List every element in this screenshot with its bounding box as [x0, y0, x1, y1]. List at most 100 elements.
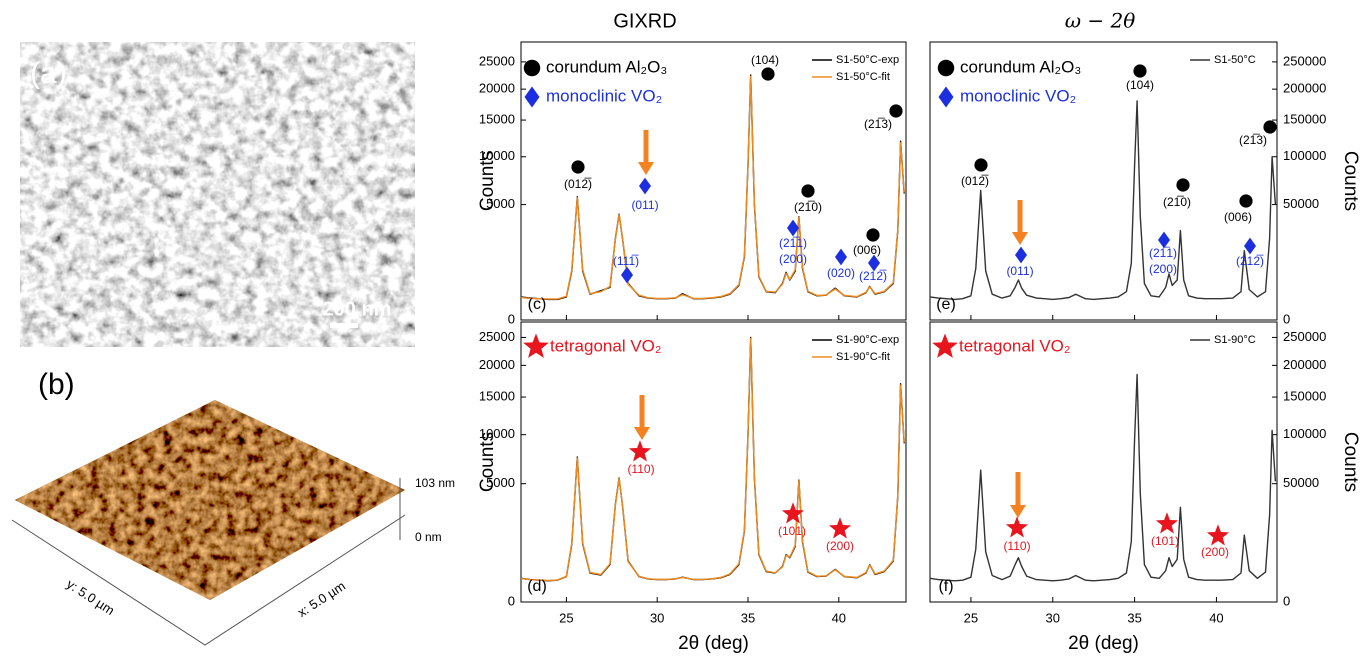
panel-label: (d): [527, 578, 547, 595]
legend-label: S1-50°C: [1214, 54, 1256, 66]
y-tick-label: 150000: [1283, 112, 1326, 127]
afm-texture: [15, 400, 405, 600]
y-tick-label: 10000: [479, 148, 515, 163]
panel-label: (e): [936, 296, 956, 313]
y-tick-label: 150000: [1283, 388, 1326, 403]
marker: [974, 158, 988, 172]
marker: [889, 104, 903, 118]
marker: [1158, 231, 1170, 249]
y-tick-label: 200000: [1283, 357, 1326, 372]
y-axis-label: Counts: [477, 432, 498, 492]
peak-label: (110): [1003, 539, 1030, 553]
scale-bar-label: 200 nm: [323, 298, 392, 320]
marker: [639, 177, 651, 195]
y-tick-label: 250000: [1283, 53, 1326, 68]
marker: [1176, 178, 1190, 192]
legend-label: S1-90°C: [1214, 334, 1256, 346]
arrow-head: [1010, 505, 1026, 518]
marker: [1015, 246, 1027, 264]
peak-label: (21̅1): [779, 236, 807, 250]
peak-label: (200): [1149, 262, 1177, 276]
peak-label: (011): [1006, 264, 1033, 278]
y-tick-label: 100000: [1283, 148, 1326, 163]
plot-frame: [929, 321, 1278, 603]
phase-legend-label: tetragonal VO₂: [959, 336, 1071, 355]
x-axis-label: 2θ (deg): [678, 633, 749, 654]
plot-frame: [520, 321, 907, 603]
marker: [932, 333, 958, 358]
marker: [835, 248, 847, 266]
peak-label: (21̅3): [1239, 133, 1267, 147]
marker: [866, 228, 880, 242]
y-tick-label: 20000: [479, 81, 515, 96]
marker: [1155, 512, 1179, 534]
arrow-head: [1012, 232, 1028, 245]
marker: [1239, 194, 1253, 208]
peak-label: (21̅3): [864, 117, 892, 131]
y-tick-label: 10000: [479, 426, 515, 441]
legend-label: S1-90°C-fit: [836, 351, 890, 363]
legend-label: S1-90°C-exp: [836, 334, 899, 346]
marker: [628, 440, 652, 462]
peak-label: (011): [631, 198, 658, 212]
marker: [1263, 120, 1277, 134]
series-line: [520, 337, 905, 582]
x-axis-label: x: 5.0 µm: [295, 578, 348, 620]
peak-label: (200): [779, 252, 807, 266]
panel-label: (c): [528, 296, 547, 313]
peak-label: (21̅1): [1149, 246, 1177, 260]
y-tick-label: 50000: [1283, 196, 1319, 211]
x-tick-label: 40: [1209, 610, 1223, 625]
scale-bar: [330, 323, 358, 328]
x-tick-label: 35: [1127, 610, 1141, 625]
y-tick-label: 100000: [1283, 426, 1326, 441]
y-tick-label: 5000: [486, 196, 515, 211]
marker: [868, 254, 880, 272]
panel-label: (b): [38, 368, 75, 401]
y-tick-label: 0: [1283, 311, 1290, 326]
marker: [761, 67, 775, 81]
panel-label: (f): [938, 578, 953, 595]
y-tick-label: 250000: [1283, 329, 1326, 344]
z-max-label: 103 nm: [415, 476, 455, 490]
marker: [787, 219, 799, 237]
marker: [571, 160, 585, 174]
peak-label: (006): [853, 243, 881, 257]
peak-label: (200): [826, 539, 854, 553]
peak-label: (101): [778, 524, 806, 538]
z-min-label: 0 nm: [415, 530, 442, 544]
peak-label: (21̅0): [1163, 195, 1191, 209]
phase-legend-label: monoclinic VO₂: [960, 86, 1076, 105]
y-tick-label: 15000: [479, 112, 515, 127]
phase-legend-label: corundum Al₂O₃: [546, 57, 667, 76]
x-tick-label: 30: [650, 610, 664, 625]
plot-frame: [520, 41, 907, 321]
series-line: [929, 100, 1277, 301]
sem-texture: [20, 42, 415, 347]
marker: [1206, 524, 1230, 546]
plot-frame: [929, 41, 1278, 321]
x-axis-label: 2θ (deg): [1068, 633, 1139, 654]
peak-label: (006): [1224, 210, 1252, 224]
peak-label: (012̅): [961, 174, 989, 188]
marker: [937, 59, 955, 77]
peak-label: (212̅): [859, 269, 887, 283]
y-tick-label: 0: [508, 311, 515, 326]
y-axis-label: Counts: [1340, 432, 1361, 492]
marker: [1244, 237, 1256, 255]
y-axis-label: Counts: [477, 151, 498, 211]
x-tick-label: 35: [741, 610, 755, 625]
peak-label: (212̅): [1236, 254, 1264, 268]
series-line: [520, 75, 905, 300]
peak-label: (110): [627, 462, 654, 476]
legend-label: S1-50°C-fit: [836, 71, 890, 83]
y-tick-label: 20000: [479, 357, 515, 372]
arrow-head: [634, 427, 650, 440]
peak-label: (104): [1126, 78, 1154, 92]
marker: [524, 86, 540, 108]
marker: [1005, 516, 1029, 538]
y-axis-label: Counts: [1340, 151, 1361, 211]
peak-label: (200): [1201, 545, 1229, 559]
